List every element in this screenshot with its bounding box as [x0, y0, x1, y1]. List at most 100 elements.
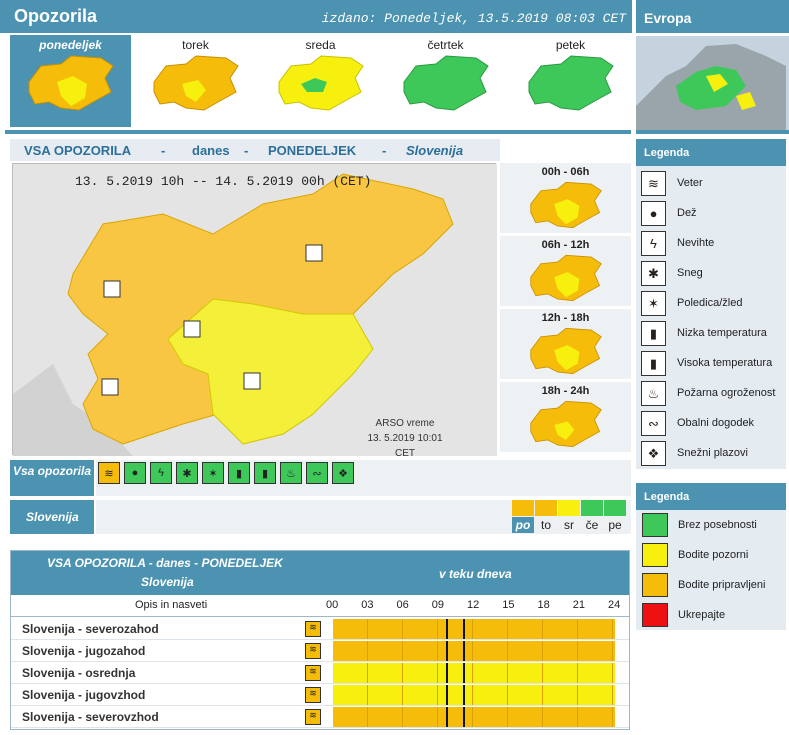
table-row[interactable]: Slovenija - jugovzhod ≋ [11, 684, 629, 706]
legend-title: Legenda [644, 147, 690, 159]
slovenia-thumbnail-map[interactable] [271, 52, 371, 114]
time-slot-00-06[interactable]: 00h - 06h [500, 163, 631, 233]
table-row[interactable]: Slovenija - severovzhod ≋ [11, 706, 629, 728]
ice-icon: ✶ [641, 291, 666, 316]
hour-tick: 15 [502, 599, 515, 611]
legend-label: Obalni dogodek [677, 417, 755, 429]
row-label[interactable]: Slovenija - severozahod [22, 622, 159, 636]
warning-type-icons: ≋ ● ϟ ✱ ✶ ▮ ▮ ♨ ∾ ❖ [96, 460, 631, 496]
europe-header[interactable]: Evropa [636, 0, 789, 33]
slot-map[interactable] [522, 179, 610, 231]
slot-map[interactable] [522, 325, 610, 377]
day-color-legend: po to sr če pe [96, 500, 631, 534]
low-temp-icon[interactable]: ▮ [228, 462, 250, 484]
day-selector: ponedeljek torek sreda četrtek petek [10, 35, 631, 129]
low-temp-icon: ▮ [641, 321, 666, 346]
table-row[interactable]: Slovenija - severozahod ≋ [11, 618, 629, 640]
time-marker [446, 619, 448, 639]
desc-header: Opis in nasveti [135, 599, 208, 611]
fire-icon[interactable]: ♨ [280, 462, 302, 484]
legend-label: Požarna ogroženost [677, 387, 776, 399]
day-abbr[interactable]: sr [564, 518, 574, 532]
slot-map[interactable] [522, 252, 610, 304]
europe-label[interactable]: Evropa [644, 10, 692, 26]
row-label[interactable]: Slovenija - jugovzhod [22, 688, 146, 702]
slot-map[interactable] [522, 398, 610, 450]
table-row[interactable]: Slovenija - osrednja ≋ [11, 662, 629, 684]
slovenia-thumbnail-map[interactable] [21, 52, 121, 114]
row-label[interactable]: Slovenija - severovzhod [22, 710, 159, 724]
lightning-icon[interactable]: ϟ [150, 462, 172, 484]
level-swatch [642, 513, 668, 537]
day-label: sreda [305, 38, 336, 52]
legend-label: Dež [677, 207, 697, 219]
hour-tick: 00 [326, 599, 339, 611]
legend-item: ▮ Nizka temperatura [641, 319, 781, 347]
slovenia-thumbnail-map[interactable] [396, 52, 496, 114]
day-abbr[interactable]: po [512, 517, 534, 533]
table-row[interactable]: Slovenija - jugozahod ≋ [11, 640, 629, 662]
high-temp-icon[interactable]: ▮ [254, 462, 276, 484]
row-label[interactable]: Slovenija - jugozahod [22, 644, 146, 658]
heading-dash: - [244, 143, 249, 158]
legend-item: ≋ Veter [641, 169, 781, 197]
avalanche-icon[interactable]: ❖ [332, 462, 354, 484]
time-slot-12-18[interactable]: 12h - 18h [500, 309, 631, 379]
day-tab-cetrtek[interactable]: četrtek [385, 35, 506, 127]
warning-bar [333, 663, 615, 683]
time-marker [463, 685, 465, 705]
time-marker [446, 707, 448, 727]
table-header: VSA OPOZORILA - danes - PONEDELJEK Slove… [11, 551, 629, 595]
europe-map-image[interactable] [636, 36, 789, 130]
legend-item: ♨ Požarna ogroženost [641, 379, 781, 407]
snow-icon[interactable]: ✱ [176, 462, 198, 484]
day-label: četrtek [427, 38, 464, 52]
heading-dash: - [382, 143, 387, 158]
day-tab-torek[interactable]: torek [135, 35, 256, 127]
day-tab-sreda[interactable]: sreda [260, 35, 381, 127]
day-abbr[interactable]: pe [608, 518, 622, 532]
day-tab-petek[interactable]: petek [510, 35, 631, 127]
snow-icon: ✱ [641, 261, 666, 286]
day-abbr[interactable]: če [585, 518, 599, 532]
warning-bar [333, 619, 615, 639]
heading-today: danes [192, 143, 230, 158]
coastal-icon[interactable]: ∾ [306, 462, 328, 484]
divider [5, 130, 631, 134]
slovenia-warning-map[interactable] [13, 164, 497, 456]
lightning-icon: ϟ [641, 231, 666, 256]
slovenia-thumbnail-map[interactable] [521, 52, 621, 114]
slot-label: 12h - 18h [541, 312, 590, 324]
level-item: Brez posebnosti [642, 511, 782, 537]
main-warning-map[interactable] [12, 163, 497, 456]
day-abbr[interactable]: to [540, 518, 551, 532]
wind-icon[interactable]: ≋ [98, 462, 120, 484]
avalanche-icon: ❖ [641, 441, 666, 466]
row-label[interactable]: Slovenija - osrednja [22, 666, 136, 680]
page-title: Opozorila [14, 6, 98, 26]
time-slot-06-12[interactable]: 06h - 12h [500, 236, 631, 306]
coastal-icon: ∾ [641, 411, 666, 436]
main-warning-heading: VSA OPOZORILA - danes - PONEDELJEK - Slo… [10, 139, 500, 161]
rain-icon[interactable]: ● [124, 462, 146, 484]
warning-bar [333, 685, 615, 705]
level-swatch [642, 573, 668, 597]
day-label: torek [182, 38, 209, 52]
legend-label: Visoka temperatura [677, 357, 773, 369]
heading-day: PONEDELJEK [268, 143, 357, 158]
map-time: 13. 5.2019 10:01 CET [367, 433, 443, 459]
day-swatch [512, 500, 534, 516]
legend-item: ✶ Poledica/žled [641, 289, 781, 317]
wind-icon: ≋ [305, 643, 321, 659]
ice-icon[interactable]: ✶ [202, 462, 224, 484]
level-label: Brez posebnosti [678, 519, 757, 531]
hour-tick: 24 [608, 599, 621, 611]
region-label: Slovenija [10, 500, 94, 534]
legend-label: Snežni plazovi [677, 447, 748, 459]
time-slot-18-24[interactable]: 18h - 24h [500, 382, 631, 452]
slovenia-thumbnail-map[interactable] [146, 52, 246, 114]
slovenija-label: Slovenija [26, 510, 79, 524]
time-marker [446, 685, 448, 705]
day-tab-ponedeljek[interactable]: ponedeljek [10, 35, 131, 127]
europe-map[interactable] [636, 36, 789, 130]
